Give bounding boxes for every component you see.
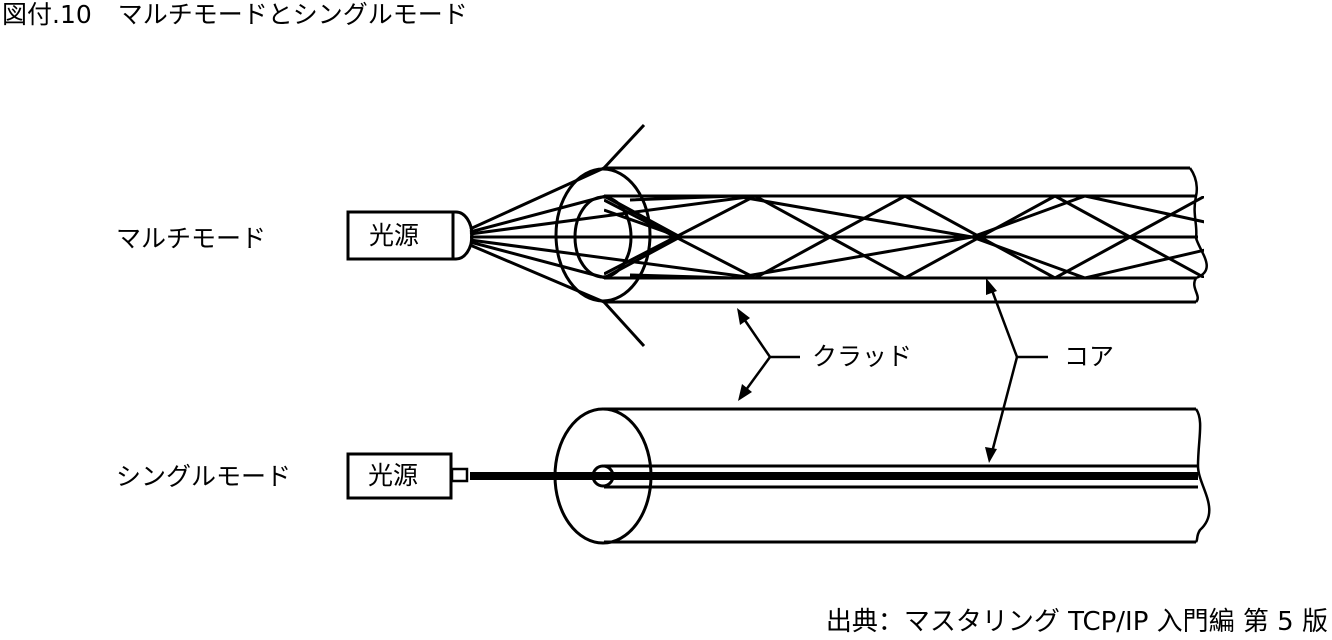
singlemode-emitter <box>450 467 469 483</box>
cladding-callout <box>737 308 800 401</box>
figure-caption: マルチモードとシングルモード <box>117 0 468 29</box>
multimode-rays <box>604 196 1204 278</box>
acceptance-cone-bottom <box>602 300 646 348</box>
core-leader-upper <box>988 284 1048 359</box>
multimode-source-box <box>346 210 455 261</box>
acceptance-cone-top <box>602 123 646 170</box>
cladding-label: クラッド <box>812 342 913 371</box>
figure-number: 図付.10 <box>2 0 92 29</box>
source-citation: 出典：マスタリング TCP/IP 入門編 第 5 版 <box>825 607 1328 637</box>
singlemode-core-end <box>591 464 615 488</box>
core-label: コア <box>1064 342 1115 371</box>
cladding-leader-upper <box>740 315 800 359</box>
multimode-broken-end <box>1188 167 1208 303</box>
singlemode-light-source-label: 光源 <box>368 461 419 490</box>
figure-title: 図付.10 マルチモードとシングルモード <box>2 0 468 30</box>
multimode-lens <box>453 210 474 261</box>
multimode-label: マルチモード <box>116 224 267 253</box>
core-callout <box>985 278 1048 463</box>
singlemode-broken-end <box>1194 408 1211 543</box>
multimode-light-source-label: 光源 <box>369 221 420 250</box>
singlemode-fiber <box>346 407 1211 545</box>
multimode-cladding-end <box>554 167 652 303</box>
multimode-fiber <box>346 123 1208 348</box>
singlemode-label: シングルモード <box>116 462 292 491</box>
